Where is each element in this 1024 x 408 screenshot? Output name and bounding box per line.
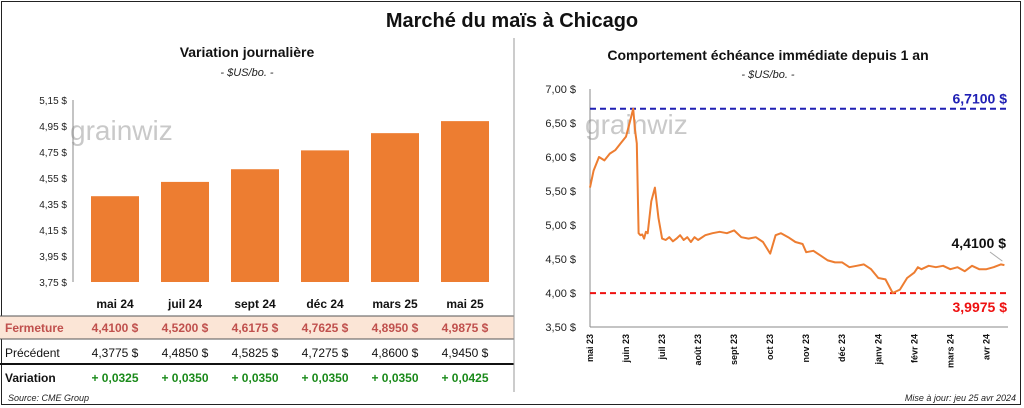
table-row-label: Fermeture [5,321,64,335]
last-value-leader [989,251,1003,262]
right-x-tick-label: oct 23 [765,334,775,360]
left-bar [161,181,209,282]
last-value-label: 4,4100 $ [952,235,1007,251]
left-bar [441,121,489,282]
right-x-tick-label: sept 23 [729,334,739,365]
update-note: Mise à jour: jeu 25 avr 2024 [904,393,1016,403]
price-series-line [589,107,1005,294]
left-y-tick-label: 4,75 $ [39,148,67,159]
left-bar [371,133,419,282]
table-cell: 4,8950 $ [372,321,419,335]
right-x-tick-label: déc 23 [837,334,847,362]
table-cell: 4,4850 $ [162,346,209,360]
table-cell: + 0,0350 [231,371,278,385]
left-y-tick-label: 4,35 $ [39,200,67,211]
right-x-tick-label: nov 23 [801,334,811,363]
right-y-tick-label: 4,00 $ [545,288,576,300]
right-x-tick-label: avr 24 [981,334,991,360]
table-cell: + 0,0350 [301,371,348,385]
table-cell: 4,7625 $ [302,321,349,335]
left-x-tick-label: juil 24 [167,297,202,311]
low-label: 3,9975 $ [953,299,1008,315]
left-x-tick-label: sept 24 [234,297,276,311]
table-cell: 4,8600 $ [372,346,419,360]
table-cell: + 0,0425 [441,371,488,385]
right-x-tick-label: mars 24 [945,334,955,368]
table-cell: 4,3775 $ [92,346,139,360]
left-bar [91,196,139,282]
left-x-tick-label: déc 24 [306,297,344,311]
table-cell: 4,5825 $ [232,346,279,360]
left-watermark: grainwiz [70,115,173,146]
left-y-tick-label: 3,95 $ [39,252,67,263]
right-y-tick-label: 5,00 $ [545,220,576,232]
right-chart-title: Comportement échéance immédiate depuis 1… [607,47,928,63]
table-cell: + 0,0325 [91,371,138,385]
main-title: Marché du maïs à Chicago [385,10,639,32]
left-x-tick-label: mai 25 [446,297,484,311]
right-x-tick-label: juil 23 [657,334,667,361]
table-cell: 4,5200 $ [162,321,209,335]
table-cell: 4,4100 $ [92,321,139,335]
left-y-tick-label: 4,95 $ [39,122,67,133]
table-cell: 4,9450 $ [442,346,489,360]
left-chart-subtitle: - $US/bo. - [220,67,274,79]
table-cell: + 0,0350 [371,371,418,385]
right-y-tick-label: 5,50 $ [545,186,576,198]
right-chart-subtitle: - $US/bo. - [741,69,795,81]
right-y-tick-label: 4,50 $ [545,254,576,266]
right-x-tick-label: janv 24 [873,334,883,366]
table-cell: 4,6175 $ [232,321,279,335]
table-row-label: Variation [5,371,56,385]
right-y-tick-label: 6,00 $ [545,152,576,164]
left-y-tick-label: 4,15 $ [39,226,67,237]
left-y-tick-label: 4,55 $ [39,174,67,185]
left-bar [301,150,349,282]
right-x-tick-label: mai 23 [585,334,595,362]
left-y-tick-label: 3,75 $ [39,278,67,289]
source-note: Source: CME Group [8,393,90,403]
right-y-tick-label: 6,50 $ [545,118,576,130]
close-row-background [0,316,514,339]
table-cell: 4,9875 $ [442,321,489,335]
high-label: 6,7100 $ [953,91,1008,107]
left-bar [231,169,279,282]
right-y-tick-label: 7,00 $ [545,84,576,96]
table-row-label: Précédent [5,346,60,360]
right-x-tick-label: févr 24 [909,334,919,363]
left-chart-title: Variation journalière [180,44,315,60]
right-x-tick-label: août 23 [693,334,703,366]
table-cell: + 0,0350 [161,371,208,385]
left-x-tick-label: mai 24 [96,297,134,311]
table-cell: 4,7275 $ [302,346,349,360]
left-x-tick-label: mars 25 [372,297,418,311]
right-x-tick-label: juin 23 [621,334,631,364]
right-y-tick-label: 3,50 $ [545,322,576,334]
left-y-tick-label: 5,15 $ [39,96,67,107]
